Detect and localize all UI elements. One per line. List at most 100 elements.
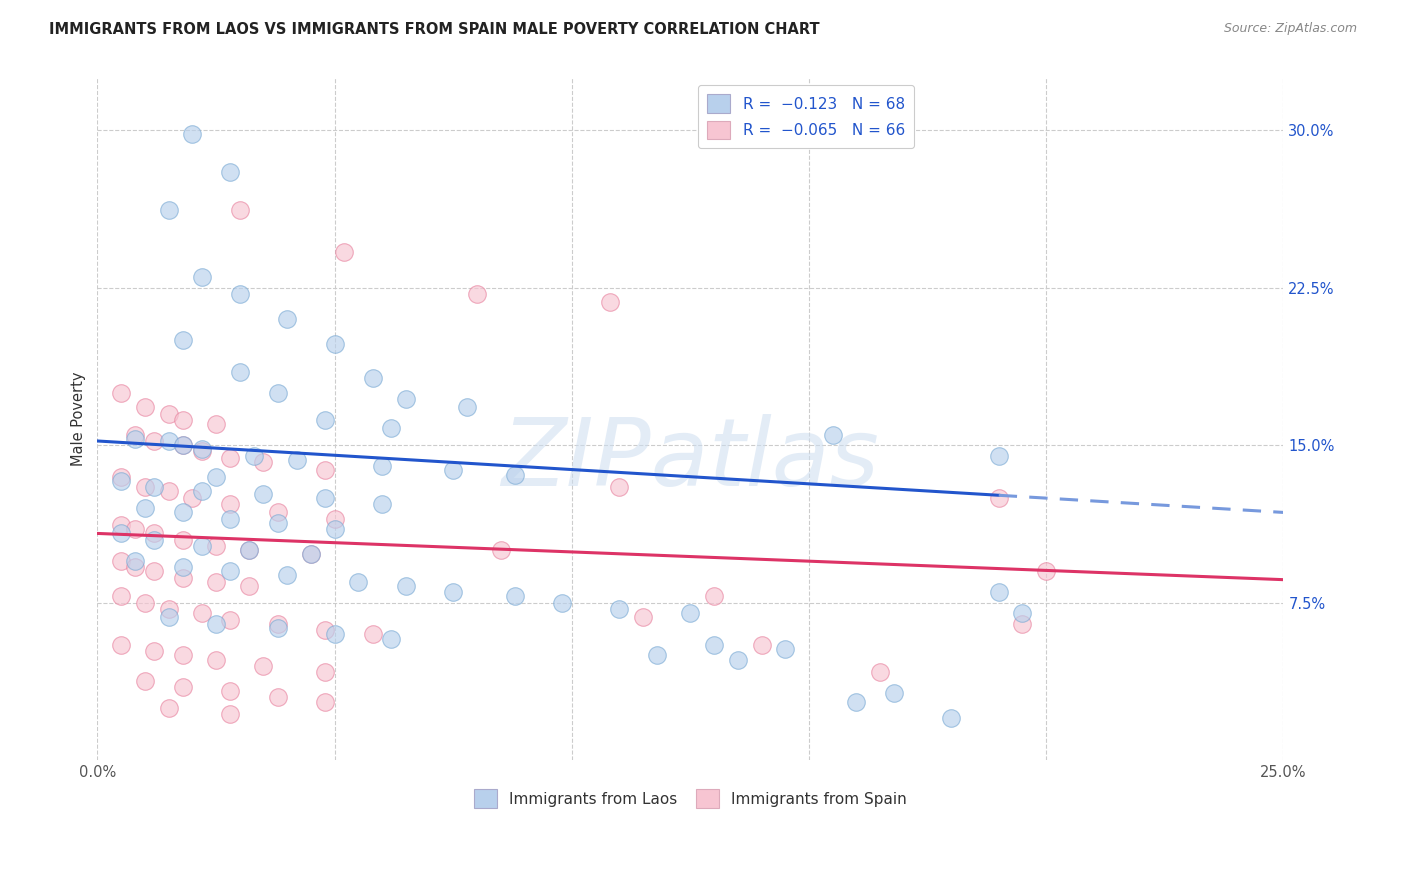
Point bbox=[266, 690, 288, 705]
Point bbox=[110, 518, 132, 533]
Text: Source: ZipAtlas.com: Source: ZipAtlas.com bbox=[1223, 22, 1357, 36]
Point bbox=[172, 413, 194, 427]
Point bbox=[266, 621, 288, 635]
Point bbox=[190, 539, 212, 553]
Point bbox=[124, 432, 146, 446]
Point bbox=[205, 616, 228, 631]
Point bbox=[323, 512, 346, 526]
Point bbox=[190, 270, 212, 285]
Point bbox=[157, 434, 180, 448]
Point bbox=[143, 533, 166, 547]
Point bbox=[238, 543, 260, 558]
Point bbox=[252, 455, 274, 469]
Point bbox=[456, 401, 478, 415]
Point bbox=[228, 286, 250, 301]
Point bbox=[124, 560, 146, 574]
Point bbox=[314, 623, 336, 637]
Point bbox=[110, 474, 132, 488]
Point bbox=[1011, 616, 1033, 631]
Point bbox=[266, 505, 288, 519]
Point bbox=[266, 516, 288, 530]
Y-axis label: Male Poverty: Male Poverty bbox=[72, 372, 86, 467]
Point bbox=[299, 548, 322, 562]
Point bbox=[380, 421, 402, 435]
Point bbox=[228, 365, 250, 379]
Point bbox=[395, 392, 418, 406]
Point bbox=[323, 627, 346, 641]
Point bbox=[347, 574, 370, 589]
Point bbox=[143, 526, 166, 541]
Point bbox=[645, 648, 668, 663]
Point bbox=[219, 512, 242, 526]
Point bbox=[143, 434, 166, 448]
Point bbox=[441, 463, 464, 477]
Point bbox=[987, 585, 1010, 599]
Point bbox=[333, 244, 356, 259]
Point bbox=[238, 543, 260, 558]
Point bbox=[172, 560, 194, 574]
Legend: Immigrants from Laos, Immigrants from Spain: Immigrants from Laos, Immigrants from Sp… bbox=[468, 783, 912, 814]
Point bbox=[205, 417, 228, 432]
Point bbox=[157, 610, 180, 624]
Point bbox=[219, 450, 242, 465]
Point bbox=[190, 607, 212, 621]
Point bbox=[371, 459, 394, 474]
Point bbox=[314, 491, 336, 505]
Point bbox=[751, 638, 773, 652]
Point bbox=[157, 202, 180, 217]
Point bbox=[110, 385, 132, 400]
Point bbox=[987, 449, 1010, 463]
Point bbox=[503, 467, 526, 482]
Point bbox=[299, 548, 322, 562]
Point bbox=[172, 648, 194, 663]
Point bbox=[219, 707, 242, 722]
Point bbox=[205, 574, 228, 589]
Point bbox=[631, 610, 654, 624]
Point bbox=[679, 607, 702, 621]
Point bbox=[395, 579, 418, 593]
Point bbox=[219, 564, 242, 578]
Point bbox=[134, 596, 156, 610]
Point bbox=[157, 407, 180, 421]
Point bbox=[219, 165, 242, 179]
Point bbox=[703, 590, 725, 604]
Point bbox=[607, 480, 630, 494]
Point bbox=[219, 497, 242, 511]
Point bbox=[1035, 564, 1057, 578]
Point bbox=[110, 526, 132, 541]
Point bbox=[489, 543, 512, 558]
Point bbox=[314, 694, 336, 708]
Point bbox=[941, 711, 963, 725]
Point bbox=[361, 627, 384, 641]
Point bbox=[134, 501, 156, 516]
Point bbox=[551, 596, 574, 610]
Point bbox=[252, 486, 274, 500]
Point bbox=[143, 564, 166, 578]
Point bbox=[323, 337, 346, 351]
Point bbox=[323, 522, 346, 536]
Point bbox=[157, 602, 180, 616]
Point bbox=[380, 632, 402, 646]
Point bbox=[157, 484, 180, 499]
Point bbox=[172, 533, 194, 547]
Point bbox=[314, 463, 336, 477]
Point bbox=[371, 497, 394, 511]
Point bbox=[124, 427, 146, 442]
Point bbox=[181, 491, 204, 505]
Point bbox=[190, 442, 212, 457]
Point bbox=[243, 449, 266, 463]
Point bbox=[503, 590, 526, 604]
Point bbox=[821, 427, 844, 442]
Point bbox=[172, 438, 194, 452]
Point bbox=[143, 644, 166, 658]
Point bbox=[134, 480, 156, 494]
Point bbox=[110, 638, 132, 652]
Point bbox=[134, 673, 156, 688]
Point bbox=[465, 286, 488, 301]
Point bbox=[1011, 607, 1033, 621]
Point bbox=[441, 585, 464, 599]
Point bbox=[775, 642, 797, 657]
Point bbox=[172, 438, 194, 452]
Point bbox=[845, 694, 868, 708]
Point bbox=[157, 701, 180, 715]
